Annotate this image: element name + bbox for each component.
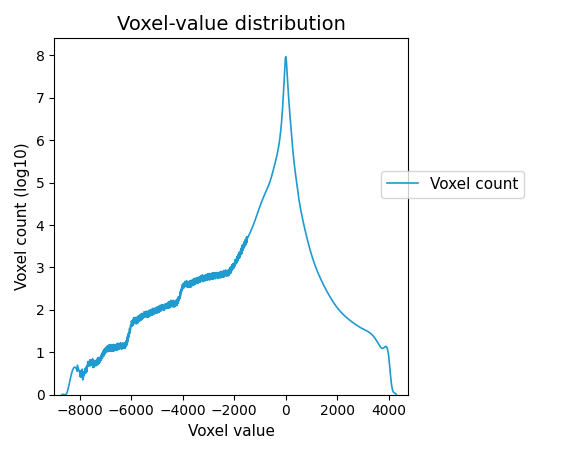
Voxel count — [351, 321, 357, 326]
Legend: Voxel count: Voxel count — [381, 171, 524, 198]
Voxel count — [116, 341, 123, 346]
Voxel count — [187, 281, 194, 286]
Voxel count — [386, 367, 393, 372]
Line: Voxel count: Voxel count — [62, 57, 397, 395]
Voxel count — [96, 356, 103, 362]
Voxel count — [282, 54, 289, 59]
Voxel count — [59, 392, 66, 397]
Voxel count — [201, 273, 208, 278]
Title: Voxel-value distribution: Voxel-value distribution — [117, 15, 345, 34]
Y-axis label: Voxel count (log10): Voxel count (log10) — [15, 143, 30, 291]
X-axis label: Voxel value: Voxel value — [188, 424, 275, 439]
Voxel count — [393, 392, 400, 397]
